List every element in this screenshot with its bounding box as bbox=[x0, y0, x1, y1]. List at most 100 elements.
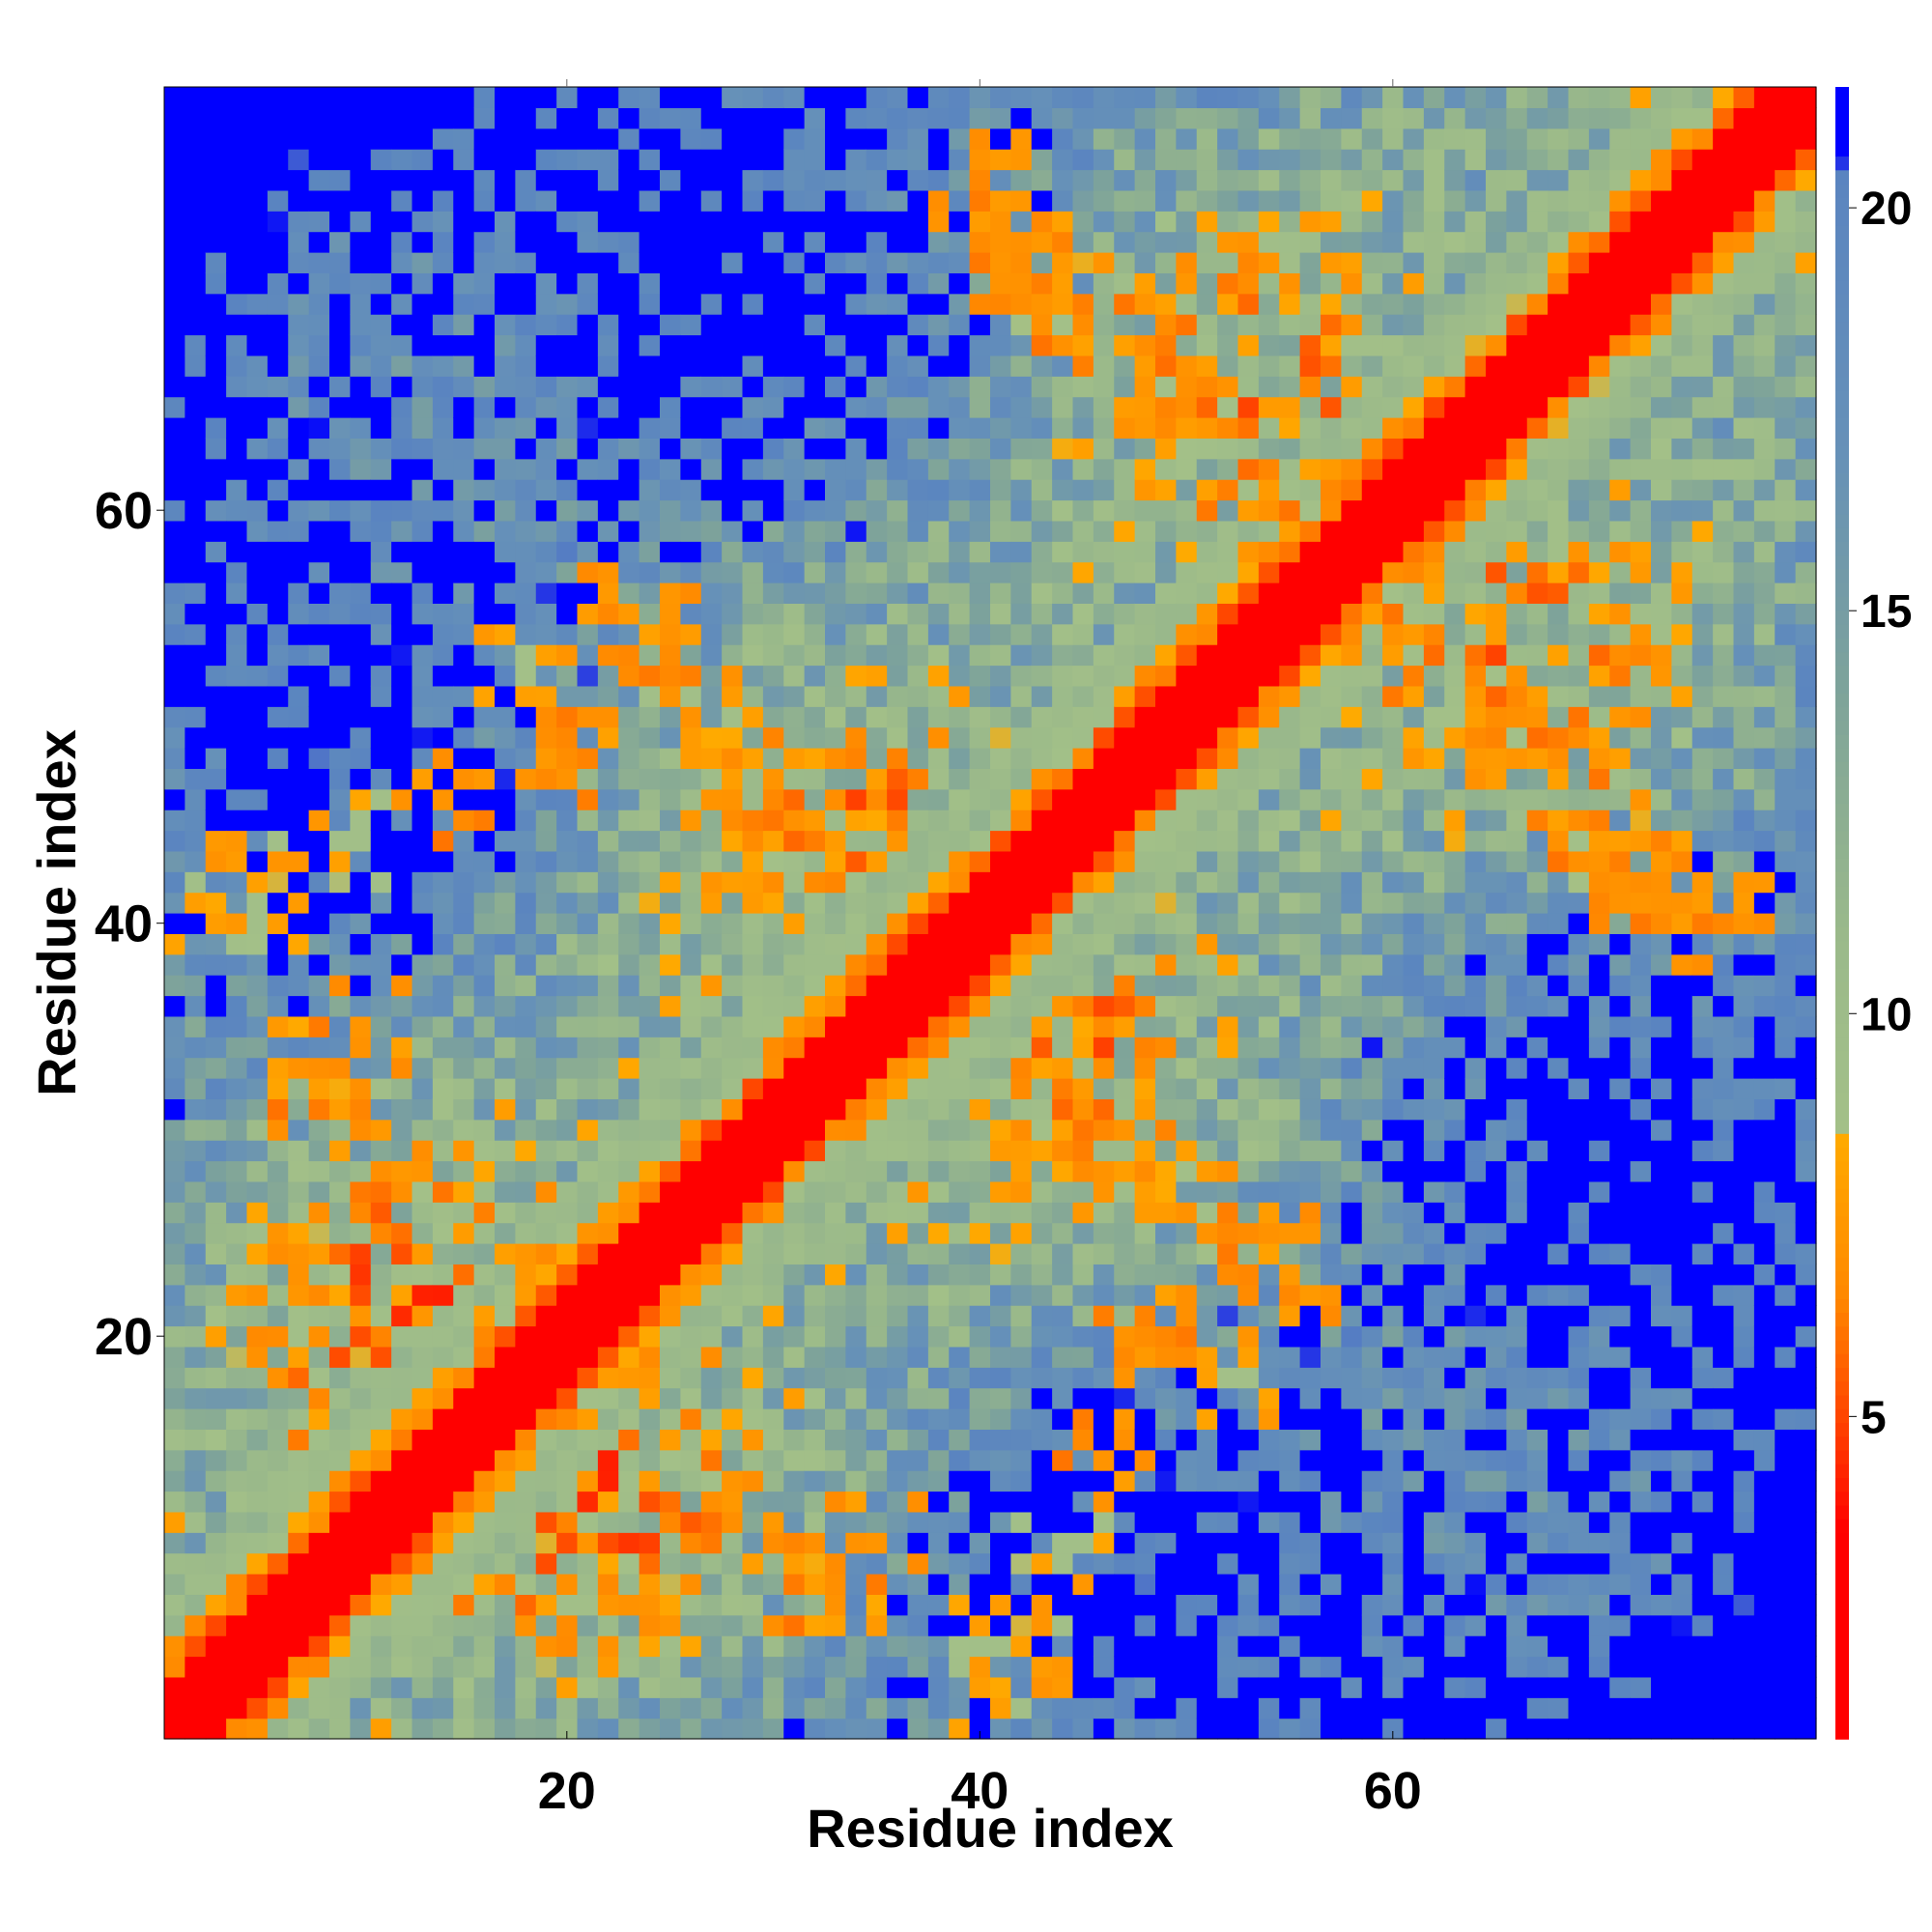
heatmap-cell bbox=[453, 169, 475, 191]
heatmap-cell bbox=[1217, 1140, 1239, 1162]
heatmap-cell bbox=[1321, 293, 1342, 315]
heatmap-cell bbox=[1134, 1635, 1156, 1658]
heatmap-cell bbox=[887, 810, 909, 832]
heatmap-cell bbox=[495, 107, 516, 129]
heatmap-cell bbox=[1361, 87, 1383, 108]
heatmap-cell bbox=[969, 1387, 991, 1409]
heatmap-cell bbox=[804, 499, 826, 522]
heatmap-cell bbox=[1072, 1098, 1094, 1121]
heatmap-cell bbox=[453, 520, 475, 542]
heatmap-cell bbox=[1010, 107, 1033, 129]
heatmap-cell bbox=[639, 1140, 661, 1162]
heatmap-cell bbox=[185, 1119, 207, 1141]
heatmap-cell bbox=[1031, 1305, 1053, 1327]
heatmap-cell bbox=[1093, 913, 1115, 934]
heatmap-cell bbox=[370, 1429, 392, 1451]
heatmap-cell bbox=[990, 252, 1011, 273]
heatmap-cell bbox=[391, 850, 413, 872]
heatmap-cell bbox=[1031, 334, 1053, 356]
heatmap-cell bbox=[660, 1470, 681, 1492]
heatmap-cell bbox=[639, 748, 661, 769]
heatmap-cell bbox=[267, 1552, 289, 1575]
heatmap-cell bbox=[722, 1180, 744, 1203]
heatmap-cell bbox=[866, 1614, 888, 1636]
heatmap-cell bbox=[164, 272, 185, 295]
heatmap-cell bbox=[1237, 211, 1260, 233]
heatmap-cell bbox=[1114, 1119, 1136, 1141]
heatmap-cell bbox=[1403, 541, 1425, 563]
heatmap-cell bbox=[185, 1015, 207, 1037]
heatmap-cell bbox=[1217, 582, 1239, 604]
heatmap-cell bbox=[949, 1325, 971, 1348]
heatmap-cell bbox=[1031, 355, 1053, 377]
heatmap-cell bbox=[866, 438, 888, 460]
heatmap-cell bbox=[535, 272, 557, 295]
heatmap-cell bbox=[742, 1243, 764, 1264]
heatmap-cell bbox=[1237, 293, 1260, 315]
heatmap-cell bbox=[1134, 541, 1156, 563]
heatmap-cell bbox=[412, 1222, 434, 1244]
heatmap-cell bbox=[329, 665, 351, 687]
heatmap-cell bbox=[1114, 1057, 1136, 1079]
heatmap-cell bbox=[949, 1346, 971, 1368]
heatmap-cell bbox=[1382, 726, 1405, 749]
heatmap-cell bbox=[370, 1470, 392, 1492]
heatmap-cell bbox=[226, 1574, 248, 1595]
heatmap-cell bbox=[597, 1202, 619, 1224]
heatmap-cell bbox=[370, 913, 392, 934]
heatmap-cell bbox=[1423, 1057, 1445, 1079]
heatmap-cell bbox=[515, 107, 537, 129]
heatmap-cell bbox=[1176, 1408, 1198, 1430]
heatmap-cell bbox=[246, 1656, 269, 1678]
heatmap-cell bbox=[1196, 975, 1218, 997]
heatmap-cell bbox=[597, 726, 619, 749]
heatmap-cell bbox=[577, 1511, 599, 1533]
heatmap-cell bbox=[660, 1222, 681, 1244]
heatmap-cell bbox=[329, 1449, 351, 1471]
heatmap-cell bbox=[927, 1078, 950, 1099]
heatmap-cell bbox=[700, 314, 723, 336]
heatmap-cell bbox=[680, 1015, 702, 1037]
heatmap-cell bbox=[1176, 355, 1198, 377]
heatmap-cell bbox=[308, 1718, 330, 1740]
heatmap-cell bbox=[1258, 871, 1280, 894]
heatmap-cell bbox=[1134, 1697, 1156, 1719]
heatmap-cell bbox=[722, 1552, 744, 1575]
heatmap-cell bbox=[535, 953, 557, 976]
heatmap-cell bbox=[1155, 189, 1177, 212]
heatmap-cell bbox=[577, 87, 599, 108]
heatmap-cell bbox=[742, 1305, 764, 1327]
heatmap-cell bbox=[1217, 933, 1239, 955]
heatmap-cell bbox=[783, 1140, 806, 1162]
heatmap-cell bbox=[432, 706, 454, 728]
heatmap-cell bbox=[267, 623, 289, 645]
heatmap-cell bbox=[597, 830, 619, 852]
heatmap-cell bbox=[1279, 1594, 1301, 1616]
heatmap-cell bbox=[1093, 417, 1115, 439]
heatmap-cell bbox=[1072, 1202, 1094, 1224]
heatmap-cell bbox=[990, 582, 1011, 604]
heatmap-cell bbox=[453, 810, 475, 832]
heatmap-cell bbox=[1361, 1697, 1383, 1719]
heatmap-cell bbox=[1423, 128, 1445, 150]
heatmap-cell bbox=[432, 107, 454, 129]
heatmap-cell bbox=[1444, 1449, 1466, 1471]
heatmap-cell bbox=[267, 726, 289, 749]
heatmap-cell bbox=[329, 1015, 351, 1037]
heatmap-cell bbox=[722, 1635, 744, 1658]
heatmap-cell bbox=[927, 189, 950, 212]
heatmap-cell bbox=[453, 293, 475, 315]
heatmap-cell bbox=[556, 1078, 579, 1099]
heatmap-cell bbox=[1361, 1367, 1383, 1389]
heatmap-cell bbox=[226, 458, 248, 480]
heatmap-cell bbox=[453, 355, 475, 377]
heatmap-cell bbox=[453, 499, 475, 522]
heatmap-cell bbox=[1052, 1202, 1074, 1224]
heatmap-cell bbox=[969, 1202, 991, 1224]
heatmap-cell bbox=[1010, 1015, 1033, 1037]
heatmap-cell bbox=[1444, 1180, 1466, 1203]
heatmap-cell bbox=[473, 1718, 496, 1740]
heatmap-cell bbox=[845, 685, 867, 707]
heatmap-cell bbox=[391, 830, 413, 852]
heatmap-cell bbox=[1093, 272, 1115, 295]
